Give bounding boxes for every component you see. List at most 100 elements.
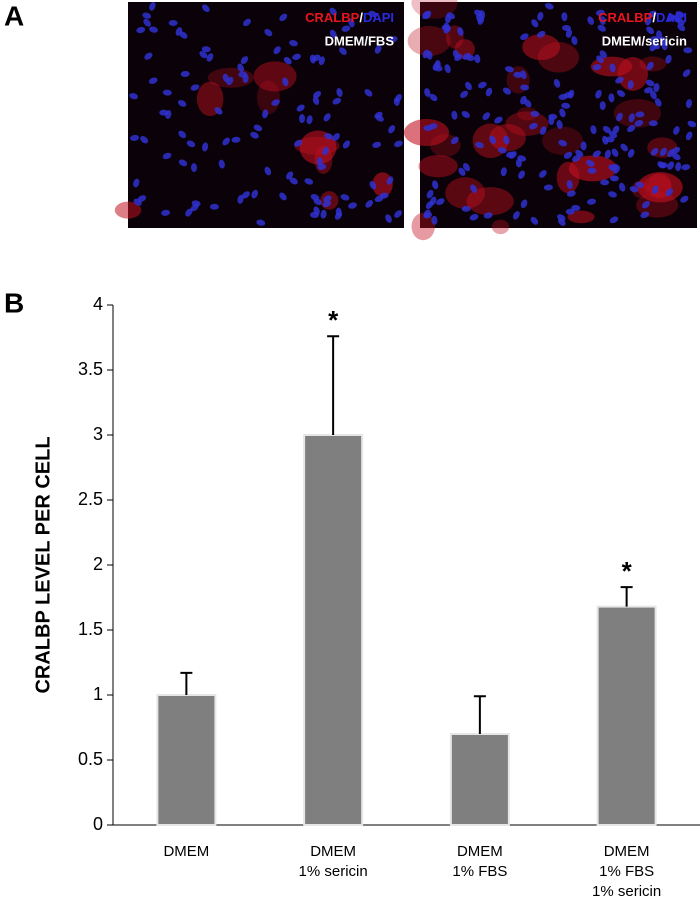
nucleus xyxy=(243,18,251,27)
nucleus xyxy=(537,11,544,21)
nucleus xyxy=(604,149,611,159)
nucleus xyxy=(282,77,289,87)
condition-label: DMEM/FBS xyxy=(325,33,395,48)
nucleus xyxy=(309,54,316,64)
nucleus xyxy=(237,63,245,73)
nucleus xyxy=(279,13,288,22)
nucleus xyxy=(627,80,634,90)
y-tick-label: 2.5 xyxy=(78,489,103,509)
nucleus xyxy=(474,54,481,64)
nucleus xyxy=(180,70,190,77)
nucleus xyxy=(566,190,576,197)
nucleus xyxy=(475,141,484,149)
x-tick-label: 1% FBS xyxy=(452,863,507,880)
nucleus xyxy=(681,164,691,171)
nucleus xyxy=(222,73,230,83)
nucleus xyxy=(306,115,313,125)
nucleus xyxy=(520,70,527,80)
nucleus xyxy=(651,185,659,195)
nucleus xyxy=(682,69,691,77)
nucleus xyxy=(602,135,609,145)
nucleus xyxy=(323,195,332,203)
nucleus xyxy=(653,83,660,93)
nucleus xyxy=(572,155,581,162)
nucleus xyxy=(561,102,571,109)
cytoplasm xyxy=(491,219,510,235)
nucleus xyxy=(443,22,450,32)
nucleus xyxy=(318,56,325,66)
nucleus xyxy=(520,199,528,209)
nucleus xyxy=(165,109,172,119)
nucleus xyxy=(348,18,355,28)
nucleus xyxy=(304,178,314,185)
nucleus xyxy=(675,11,685,18)
nucleus xyxy=(620,143,628,152)
nucleus xyxy=(586,159,595,167)
x-tick-label: 1% sericin xyxy=(299,863,368,880)
nucleus xyxy=(512,211,520,220)
error-bar xyxy=(180,671,193,695)
nucleus xyxy=(434,60,441,70)
error-bar xyxy=(473,695,486,734)
nucleus xyxy=(590,125,597,135)
nucleus xyxy=(369,181,377,190)
nucleus xyxy=(673,126,680,135)
nucleus xyxy=(530,110,540,117)
nucleus xyxy=(502,87,512,95)
cytoplasm xyxy=(505,111,549,136)
nucleus xyxy=(677,23,686,32)
nucleus xyxy=(322,146,329,156)
x-tick-label: 1% sericin xyxy=(592,883,661,900)
nucleus xyxy=(556,120,563,129)
nucleus xyxy=(273,46,281,55)
cytoplasm xyxy=(403,118,450,147)
stain-name: CRALBP xyxy=(305,10,359,25)
nucleus xyxy=(650,90,657,100)
stain-name: / xyxy=(652,10,656,25)
nucleus xyxy=(374,45,382,54)
nucleus xyxy=(341,25,351,32)
nucleus xyxy=(561,12,568,22)
nucleus xyxy=(687,120,697,128)
nucleus xyxy=(283,57,292,65)
nucleus xyxy=(237,194,244,204)
nucleus xyxy=(450,136,459,145)
nucleus xyxy=(635,111,645,118)
nucleus xyxy=(672,153,681,161)
nucleus xyxy=(423,125,433,132)
nucleus xyxy=(178,159,188,167)
nucleus xyxy=(465,81,472,91)
nucleus xyxy=(650,147,659,156)
cytoplasm xyxy=(411,212,435,241)
nucleus xyxy=(262,109,269,119)
nucleus xyxy=(654,98,662,107)
nucleus xyxy=(565,208,575,215)
nucleus xyxy=(656,30,663,40)
nucleus xyxy=(144,52,153,60)
stain-name: CRALBP xyxy=(598,10,652,25)
y-tick-label: 3.5 xyxy=(78,359,103,379)
nucleus xyxy=(596,55,604,64)
nucleus xyxy=(503,135,510,145)
nucleus xyxy=(489,135,496,144)
nucleus xyxy=(515,158,522,168)
nucleus xyxy=(649,36,659,43)
nucleus xyxy=(462,52,471,60)
x-tick-label: 1% FBS xyxy=(599,863,654,880)
nucleus xyxy=(524,99,532,108)
nucleus xyxy=(329,29,337,39)
nucleus xyxy=(446,12,456,20)
nucleus xyxy=(610,163,619,171)
nucleus xyxy=(649,43,658,52)
nucleus xyxy=(264,28,273,37)
nucleus xyxy=(599,50,607,59)
nucleus xyxy=(394,140,403,148)
nucleus xyxy=(548,116,555,126)
cytoplasm xyxy=(637,172,683,203)
nucleus xyxy=(563,91,573,99)
nucleus xyxy=(530,216,539,225)
nucleus xyxy=(424,88,431,97)
cytoplasm xyxy=(418,155,458,178)
nucleus xyxy=(432,180,439,190)
nucleus xyxy=(393,96,400,106)
